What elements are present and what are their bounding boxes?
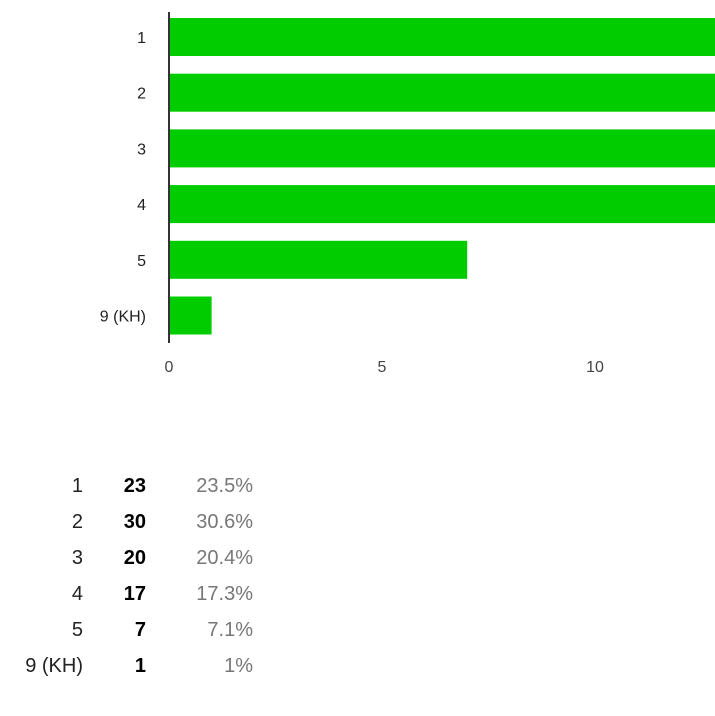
bar-5	[169, 240, 468, 279]
summary-count: 17	[123, 583, 146, 605]
summary-percent: 1%	[224, 655, 253, 677]
summary-count: 7	[134, 619, 146, 641]
summary-category: 5	[71, 619, 83, 641]
bar-6	[169, 296, 212, 335]
category-label: 5	[137, 253, 146, 270]
summary-table: 1 23 23.5% 2 30 30.6% 3 20 20.4% 4 17 17…	[0, 468, 253, 684]
summary-row: 9 (KH) 1 1%	[0, 648, 253, 684]
bars-layer	[169, 18, 715, 335]
x-tick-label: 5	[378, 359, 387, 376]
category-label: 2	[137, 86, 146, 103]
summary-category: 2	[71, 511, 83, 533]
category-labels: 1 2 3 4 5 9 (KH)	[100, 30, 146, 326]
summary-row: 2 30 30.6%	[0, 504, 253, 540]
category-label: 1	[137, 30, 146, 47]
summary-category: 4	[71, 583, 83, 605]
bar-2	[169, 73, 715, 112]
summary-percent: 30.6%	[196, 511, 253, 533]
summary-row: 5 7 7.1%	[0, 612, 253, 648]
summary-count: 23	[123, 475, 146, 497]
summary-percent: 23.5%	[196, 475, 253, 497]
summary-count: 1	[134, 655, 146, 677]
summary-percent: 20.4%	[196, 547, 253, 569]
summary-count: 30	[123, 511, 146, 533]
summary-percent: 7.1%	[207, 619, 253, 641]
x-tick-labels: 0510152025	[165, 359, 604, 376]
summary-category: 1	[71, 475, 83, 497]
x-tick-label: 10	[586, 359, 604, 376]
summary-row: 4 17 17.3%	[0, 576, 253, 612]
category-label: 9 (KH)	[100, 309, 146, 326]
category-label: 4	[137, 197, 146, 214]
summary-count: 20	[123, 547, 146, 569]
category-label: 3	[137, 141, 146, 158]
summary-row: 1 23 23.5%	[0, 468, 253, 504]
bar-3	[169, 129, 715, 168]
summary-percent: 17.3%	[196, 583, 253, 605]
bar-4	[169, 185, 715, 224]
x-tick-label: 0	[165, 359, 174, 376]
summary-category: 3	[71, 547, 83, 569]
summary-category: 9 (KH)	[25, 655, 83, 677]
bar-1	[169, 18, 715, 56]
summary-row: 3 20 20.4%	[0, 540, 253, 576]
